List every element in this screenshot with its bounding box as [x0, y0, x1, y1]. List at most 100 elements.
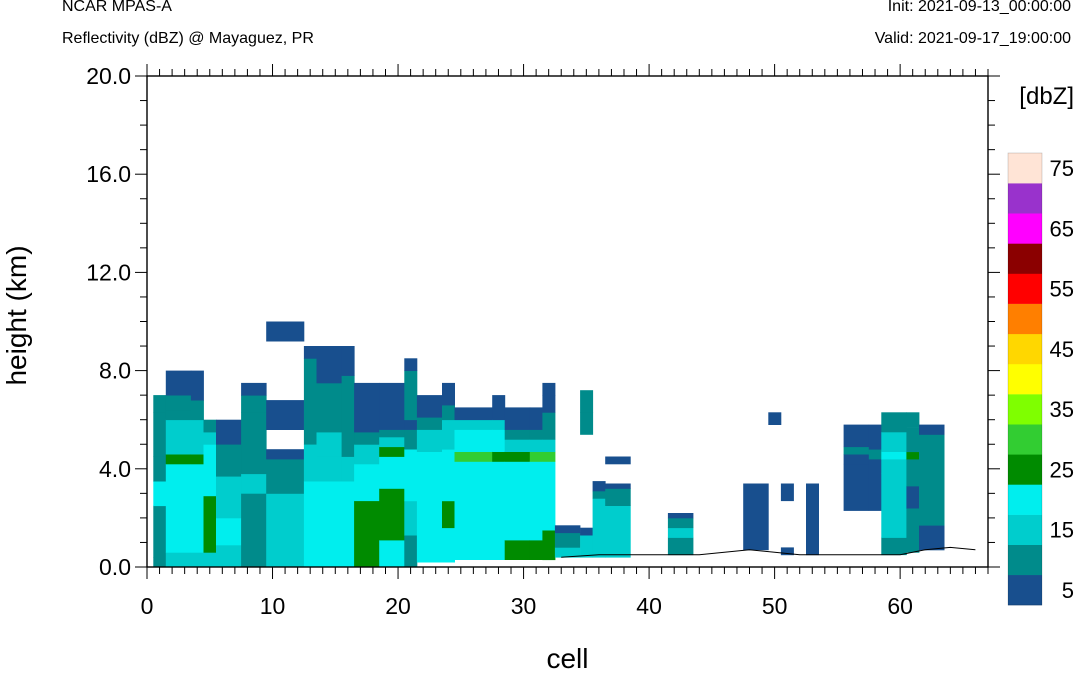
reflectivity-cell — [442, 500, 455, 529]
reflectivity-cell — [504, 407, 531, 430]
colorbar-swatch — [1008, 424, 1042, 455]
reflectivity-cell — [416, 429, 443, 452]
colorbar-label: [dbZ] — [1019, 83, 1074, 110]
x-tick-label: 40 — [636, 593, 662, 619]
reflectivity-cell — [780, 547, 794, 556]
reflectivity-cell — [542, 439, 556, 452]
reflectivity-cell — [442, 382, 455, 406]
reflectivity-cell — [542, 412, 556, 440]
reflectivity-cell — [190, 454, 204, 465]
reflectivity-cell — [203, 552, 217, 568]
colorbar-tick-label: 55 — [1050, 277, 1074, 302]
colorbar-swatch — [1008, 484, 1042, 515]
colorbar-tick-label: 75 — [1050, 156, 1074, 181]
reflectivity-cell — [454, 429, 493, 452]
colorbar-tick-label: 65 — [1050, 216, 1074, 241]
reflectivity-cell — [592, 498, 606, 558]
reflectivity-cell — [190, 463, 204, 553]
x-tick-label: 50 — [762, 593, 788, 619]
colorbar-tick-label: 35 — [1050, 397, 1074, 422]
reflectivity-cell — [906, 412, 920, 428]
reflectivity-cell — [316, 456, 342, 482]
reflectivity-cell — [303, 444, 317, 482]
reflectivity-cell — [404, 535, 418, 568]
reflectivity-cell — [542, 382, 556, 396]
reflectivity-cell — [542, 461, 556, 531]
reflectivity-cell — [554, 532, 581, 548]
reflectivity-cell — [868, 478, 882, 511]
reflectivity-cell — [542, 451, 556, 462]
colorbar-swatch — [1008, 153, 1042, 184]
reflectivity-cell — [165, 419, 192, 455]
reflectivity-cell — [881, 432, 907, 452]
reflectivity-cell — [605, 483, 631, 489]
colorbar-swatch — [1008, 363, 1042, 395]
reflectivity-cell — [580, 535, 594, 558]
model-title: NCAR MPAS-A — [62, 0, 172, 15]
reflectivity-cell — [554, 547, 581, 558]
reflectivity-cell — [404, 500, 418, 536]
reflectivity-cell — [190, 552, 204, 568]
y-tick-label: 8.0 — [99, 358, 131, 384]
x-tick-label: 30 — [511, 593, 537, 619]
reflectivity-cell — [316, 365, 342, 384]
reflectivity-cell — [203, 419, 217, 433]
reflectivity-cell — [667, 537, 694, 556]
reflectivity-cell — [341, 407, 355, 457]
colorbar-swatch — [1008, 544, 1042, 576]
reflectivity-cell — [605, 505, 631, 558]
x-tick-label: 10 — [260, 593, 286, 619]
reflectivity-cell — [379, 382, 405, 430]
reflectivity-cell — [216, 517, 242, 546]
reflectivity-cell — [266, 449, 305, 460]
reflectivity-cell — [919, 424, 945, 435]
colorbar-swatch — [1008, 243, 1042, 274]
reflectivity-cell — [379, 429, 405, 438]
reflectivity-cell — [881, 412, 907, 433]
reflectivity-cell — [542, 530, 556, 561]
reflectivity-cell — [165, 370, 192, 396]
reflectivity-cell — [868, 459, 882, 479]
reflectivity-cell — [881, 451, 907, 460]
reflectivity-cell — [442, 527, 455, 563]
colorbar-swatch — [1008, 394, 1042, 425]
colorbar-tick-label: 5 — [1062, 578, 1074, 603]
reflectivity-cell — [580, 412, 594, 435]
reflectivity-cell — [316, 481, 342, 568]
reflectivity-cell — [454, 407, 493, 421]
reflectivity-cell — [203, 432, 217, 445]
y-tick-label: 16.0 — [86, 161, 131, 187]
reflectivity-cell — [316, 382, 342, 433]
reflectivity-cell — [529, 429, 543, 440]
reflectivity-cell — [241, 473, 267, 494]
reflectivity-cell — [354, 444, 380, 465]
reflectivity-cell — [868, 449, 882, 460]
reflectivity-cell — [354, 432, 380, 445]
reflectivity-cell — [404, 370, 418, 421]
terrain-line — [561, 546, 976, 558]
reflectivity-cell — [404, 419, 418, 430]
field-subtitle: Reflectivity (dBZ) @ Mayaguez, PR — [62, 30, 314, 47]
reflectivity-cell — [906, 459, 920, 487]
reflectivity-cell — [843, 424, 870, 448]
plot-axes: 0 10 20 30 40 50 60 0.0 4.0 8.0 12.0 16.0 20.0 cell he… — [1, 63, 1000, 674]
reflectivity-cell — [303, 346, 317, 359]
x-tick-label: 60 — [887, 593, 913, 619]
reflectivity-cell — [667, 513, 694, 519]
colorbar-swatch — [1008, 213, 1042, 244]
reflectivity-cell — [404, 358, 418, 371]
reflectivity-cell — [266, 459, 305, 494]
reflectivity-cell — [868, 424, 882, 450]
reflectivity-cell — [241, 382, 267, 396]
reflectivity-cell — [354, 500, 380, 568]
reflectivity-cell — [379, 488, 405, 541]
reflectivity-cell — [190, 419, 204, 455]
reflectivity-cell — [241, 395, 267, 413]
reflectivity-cell — [780, 483, 794, 502]
reflectivity-cell — [667, 527, 694, 538]
reflectivity-cell — [379, 540, 405, 568]
reflectivity-cell — [266, 400, 305, 430]
init-time: Init: 2021-09-13_00:00:00 — [887, 0, 1071, 15]
colorbar: 5 15 25 35 45 55 65 75 [dbZ] — [1007, 83, 1074, 606]
